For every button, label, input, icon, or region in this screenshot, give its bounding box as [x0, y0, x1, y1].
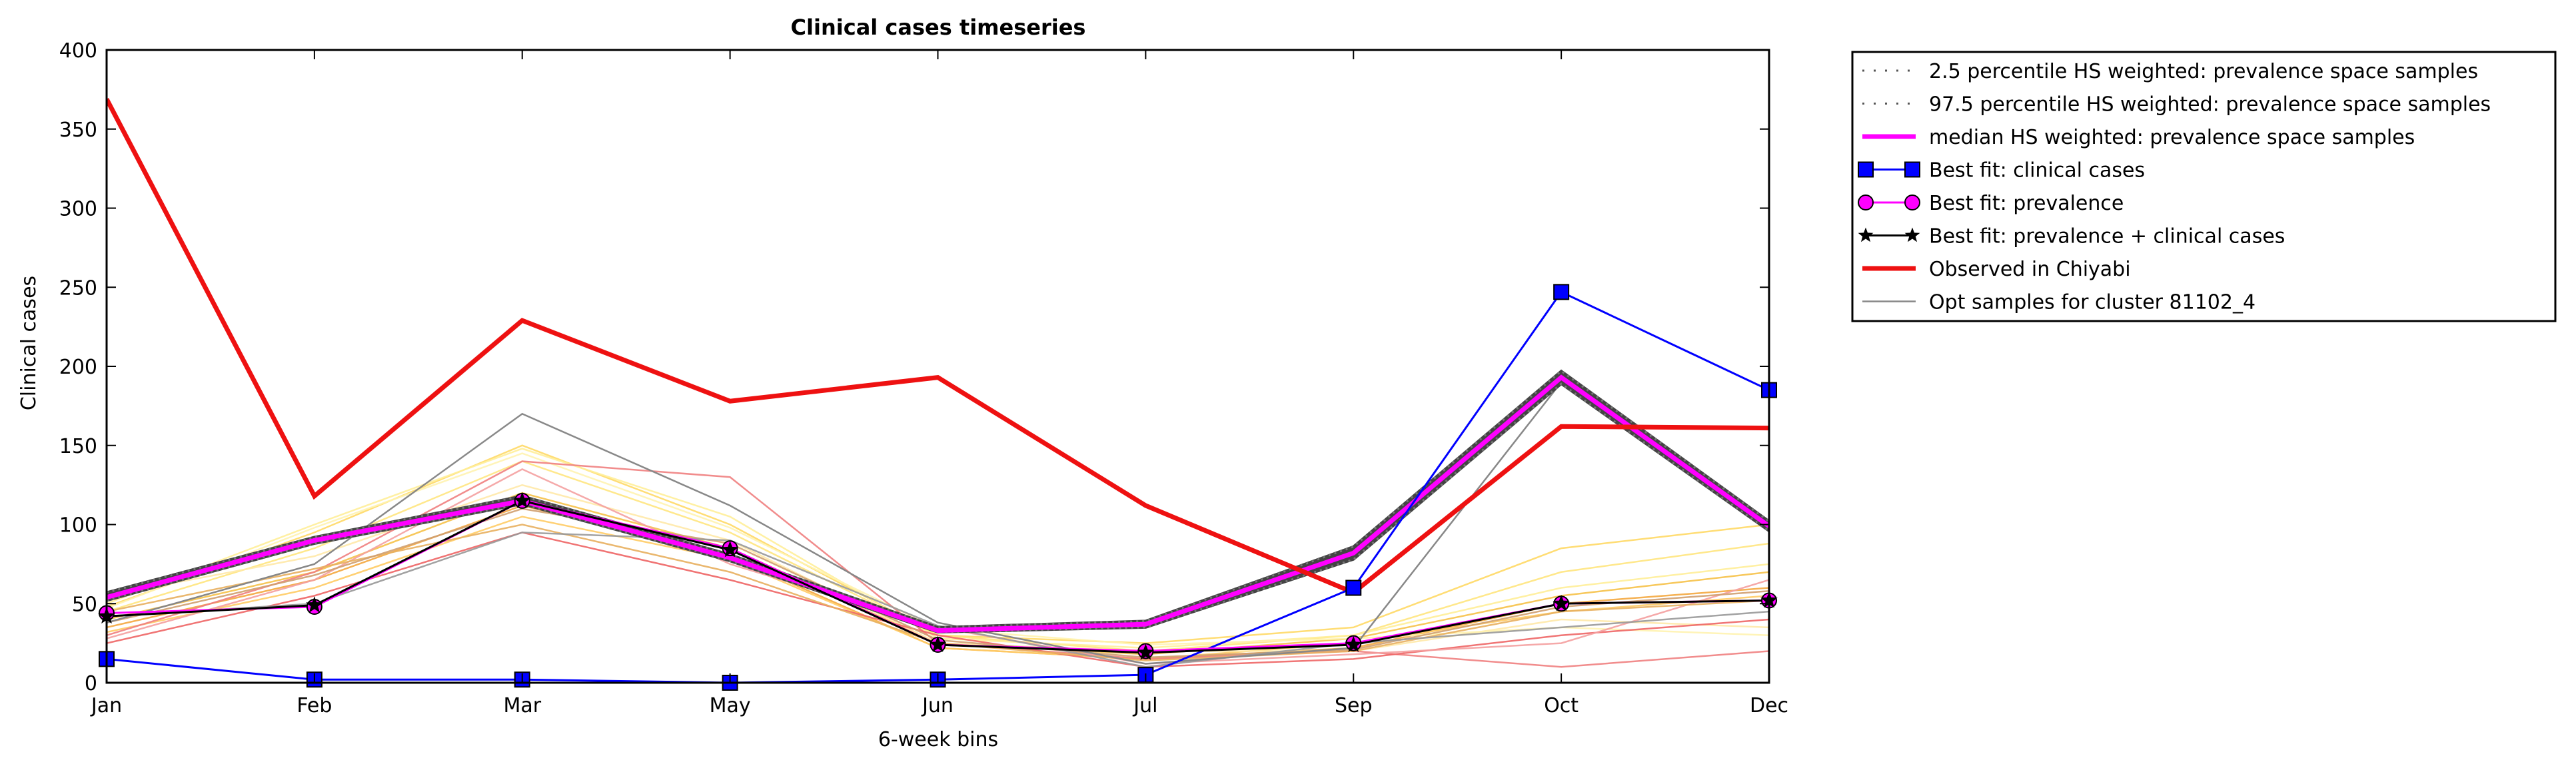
sample-line-1 — [107, 444, 1769, 644]
y-tick-label-100: 100 — [59, 514, 97, 538]
legend-box — [1851, 51, 2557, 322]
x-tick-label-Feb: Feb — [297, 694, 332, 717]
x-tick-label-May: May — [710, 694, 751, 717]
x-tick-label-Sep: Sep — [1335, 694, 1373, 717]
y-tick-label-0: 0 — [85, 672, 97, 695]
plot-area — [98, 49, 1778, 691]
y-tick-label-50: 50 — [72, 593, 97, 616]
legend-item-5: Best fit: prevalence — [1858, 192, 2124, 215]
x-tick-label-Oct: Oct — [1544, 694, 1579, 717]
legend-item-6: Best fit: prevalence + clinical cases — [1858, 225, 2285, 248]
x-tick-label-Jun: Jun — [921, 694, 954, 717]
opt-samples-line — [107, 381, 1769, 665]
x-tick-label-Dec: Dec — [1750, 694, 1788, 717]
combined-point-May — [721, 541, 739, 558]
percentile-2-5-line — [107, 382, 1769, 633]
x-axis-label: 6-week bins — [878, 728, 998, 751]
legend: 2.5 percentile HS weighted: prevalence s… — [1851, 51, 2557, 322]
combined-point-Sep — [1345, 635, 1363, 652]
clinical-point-Oct — [1553, 284, 1570, 300]
x-tick-label-Jan: Jan — [90, 694, 122, 717]
y-axis-label: Clinical cases — [17, 276, 41, 410]
combined-point-Jul — [1137, 643, 1155, 660]
legend-marker-5-1 — [1904, 194, 1920, 210]
clinical-point-Sep — [1345, 579, 1362, 596]
legend-marker-6-0 — [1858, 227, 1874, 242]
legend-label-8: Opt samples for cluster 81102_4 — [1929, 291, 2255, 314]
y-axis-ticks: 0 50 100 150 200 250 300 350 400 — [59, 39, 1769, 695]
combined-point-Jun — [929, 635, 947, 652]
median-line — [107, 374, 1769, 633]
series-lines — [107, 98, 1769, 683]
legend-item-1: 2.5 percentile HS weighted: prevalence s… — [1862, 60, 2478, 83]
legend-marker-6-1 — [1904, 227, 1920, 242]
combined-point-Mar — [513, 492, 531, 508]
combined-point-Feb — [306, 596, 323, 613]
y-tick-label-400: 400 — [59, 39, 97, 63]
legend-marker-4-1 — [1904, 161, 1920, 178]
legend-marker-5-0 — [1858, 194, 1874, 210]
legend-item-4: Best fit: clinical cases — [1858, 159, 2145, 183]
legend-marker-4-0 — [1858, 161, 1874, 178]
observed-line — [107, 98, 1769, 595]
legend-label-7: Observed in Chiyabi — [1929, 258, 2131, 281]
chart-title: Clinical cases timeseries — [791, 15, 1086, 40]
legend-label-1: 2.5 percentile HS weighted: prevalence s… — [1929, 60, 2478, 83]
y-tick-label-300: 300 — [59, 198, 97, 221]
legend-item-7: Observed in Chiyabi — [1862, 258, 2131, 281]
x-tick-label-Jul: Jul — [1132, 694, 1157, 717]
best-fit-clinical-line — [107, 290, 1769, 683]
plot-frame — [105, 49, 1770, 684]
sample-line-14 — [107, 532, 1769, 668]
legend-label-6: Best fit: prevalence + clinical cases — [1929, 225, 2285, 248]
combined-point-Oct — [1553, 594, 1570, 611]
x-tick-label-Mar: Mar — [503, 694, 541, 717]
y-tick-label-350: 350 — [59, 119, 97, 142]
legend-label-3: median HS weighted: prevalence space sam… — [1929, 126, 2415, 149]
y-tick-label-250: 250 — [59, 276, 97, 300]
legend-label-4: Best fit: clinical cases — [1929, 159, 2145, 183]
y-tick-label-200: 200 — [59, 356, 97, 379]
y-tick-label-150: 150 — [59, 435, 97, 458]
legend-item-2: 97.5 percentile HS weighted: prevalence … — [1862, 93, 2491, 117]
x-axis-ticks: Jan Feb Mar May Jun Jul Sep Oct Dec — [90, 50, 1788, 717]
sample-line-10 — [107, 532, 1769, 668]
legend-label-2: 97.5 percentile HS weighted: prevalence … — [1929, 93, 2491, 117]
legend-item-3: median HS weighted: prevalence space sam… — [1862, 126, 2415, 149]
legend-item-8: Opt samples for cluster 81102_4 — [1862, 291, 2255, 314]
legend-label-5: Best fit: prevalence — [1929, 192, 2124, 215]
